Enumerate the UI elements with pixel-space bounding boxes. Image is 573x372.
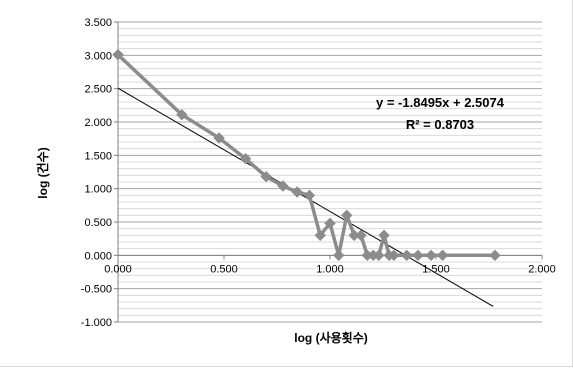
- trend-layer: [117, 87, 494, 307]
- y-tick-label: 3.000: [84, 50, 112, 62]
- data-point: [277, 180, 289, 192]
- data-point: [260, 170, 272, 183]
- data-point: [324, 217, 336, 230]
- x-tick-label: 2.000: [528, 263, 556, 275]
- trendline-r2: R² = 0.8703: [406, 117, 474, 132]
- data-point: [436, 249, 449, 262]
- data-point: [239, 152, 252, 165]
- data-point: [489, 249, 501, 262]
- axis-layer: 3.500 3.000 2.500 2.000 1.500 1.000 0.500 0.000…: [81, 17, 556, 329]
- x-tick-label: 1.500: [422, 263, 450, 275]
- data-point: [112, 48, 124, 61]
- data-point: [303, 189, 316, 202]
- data-point: [213, 132, 225, 144]
- label-layer: y = -1.8495x + 2.5074 R² = 0.8703 log (사…: [35, 95, 505, 345]
- x-tick-label: 0.500: [210, 263, 238, 275]
- y-tick-label: 2.500: [84, 84, 112, 96]
- data-point: [291, 186, 303, 198]
- data-point: [401, 249, 413, 262]
- x-axis-title: log (사용횟수): [294, 330, 367, 345]
- trendline-equation: y = -1.8495x + 2.5074: [376, 95, 505, 110]
- y-tick-label: -0.500: [81, 284, 112, 296]
- y-tick-label: 2.000: [84, 117, 112, 129]
- series-layer: [112, 48, 501, 262]
- y-tick-label: 0.500: [84, 217, 112, 229]
- y-tick-label: -1.000: [81, 317, 112, 329]
- data-point: [355, 229, 367, 242]
- data-point: [373, 249, 385, 262]
- y-tick-label: 1.000: [84, 184, 112, 196]
- data-point: [388, 249, 400, 262]
- trendline: [117, 87, 494, 307]
- y-axis-title: log (건수): [35, 147, 50, 198]
- data-point: [341, 209, 353, 222]
- data-point: [378, 229, 390, 242]
- y-tick-label: 1.500: [84, 150, 112, 162]
- y-tick-label: 0.000: [84, 250, 112, 262]
- x-tick-label: 0.000: [104, 263, 132, 275]
- data-point: [332, 249, 345, 262]
- data-point: [412, 249, 424, 262]
- data-point: [425, 249, 437, 262]
- data-point: [314, 229, 326, 242]
- grid-layer: [118, 21, 542, 323]
- y-tick-label: 3.500: [84, 17, 112, 29]
- x-tick-label: 1.000: [316, 263, 344, 275]
- data-point: [176, 108, 188, 121]
